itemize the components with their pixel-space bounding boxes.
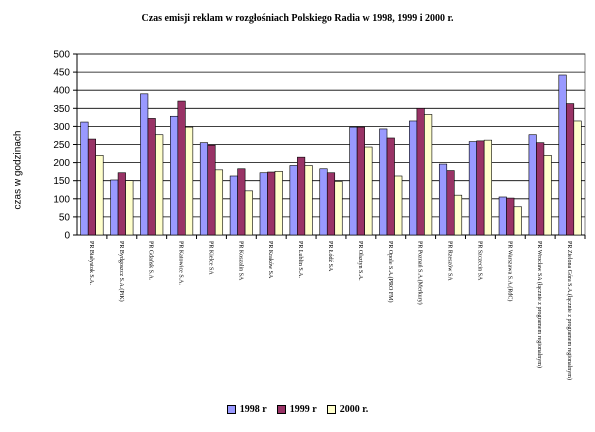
bar [476, 140, 485, 236]
y-tick-label: 0 [64, 231, 70, 242]
x-tick-label: PR Warszawa S.A.(RdC) [506, 241, 513, 301]
bar [140, 93, 149, 236]
x-tick-label: PR Kielce SA [207, 241, 213, 275]
bar [207, 144, 216, 236]
bar [289, 165, 298, 236]
x-tick-label: PR Bydgoszcz S.A.(PiK) [118, 241, 125, 302]
bar [229, 175, 238, 236]
bar [453, 194, 463, 236]
legend-label: 1998 r [239, 404, 267, 415]
bar [349, 126, 358, 236]
bar [177, 100, 186, 236]
y-tick-label: 350 [53, 104, 70, 115]
x-tick-label: PR Białystok S.A. [88, 241, 94, 286]
bar [297, 156, 306, 236]
bar [409, 120, 418, 236]
x-tick-label: PR Olsztyn S.A. [357, 241, 363, 281]
bar [558, 74, 567, 236]
bar [364, 146, 373, 236]
bar [155, 134, 164, 236]
bar [386, 137, 395, 236]
x-tick-label: PR Opole S.A.(PRO FM) [387, 241, 394, 303]
bar [87, 138, 96, 236]
bar [244, 190, 253, 236]
bar [237, 168, 246, 236]
bar [498, 196, 507, 236]
legend: 1998 r 1999 r 2000 r. [0, 404, 595, 415]
bar [185, 126, 194, 236]
bar [259, 172, 268, 236]
bar [334, 181, 343, 236]
x-tick-label: PR Poznań S.A.(Merkury) [417, 241, 424, 305]
x-tick-label: PR Katowice S.A. [178, 241, 184, 285]
y-tick-label: 500 [53, 50, 70, 61]
x-tick-label: PR Kraków SA [267, 241, 273, 279]
bar [199, 142, 209, 236]
y-tick-label: 450 [53, 68, 70, 79]
legend-label: 2000 r. [339, 404, 369, 415]
bar [274, 170, 283, 236]
legend-label: 1999 r [289, 404, 317, 415]
bar [267, 171, 276, 236]
y-tick-label: 200 [53, 158, 70, 169]
bar [117, 172, 126, 236]
x-tick-label: PR Lublin S.A. [297, 241, 303, 279]
bar [446, 170, 455, 236]
y-tick-label: 50 [59, 212, 71, 223]
bar [468, 141, 477, 236]
x-tick-label: PR Koszalin SA [237, 241, 243, 281]
bar [80, 121, 89, 236]
legend-swatch [326, 405, 336, 414]
bar [319, 168, 328, 236]
legend-item: 1998 r [226, 404, 267, 415]
bar [110, 179, 119, 236]
bar [513, 206, 522, 236]
bar [356, 126, 365, 236]
bar [528, 134, 537, 236]
bar [125, 180, 134, 236]
bar [304, 165, 313, 236]
y-tick-label: 250 [53, 140, 70, 151]
bar [214, 169, 224, 236]
x-tick-label: PR Łódź SA [327, 241, 333, 272]
x-tick-label: PR Gdańsk S.A. [148, 241, 154, 281]
y-tick-label: 400 [53, 86, 70, 97]
bar [483, 139, 492, 236]
bar [424, 114, 433, 236]
x-tick-label: PR Szczecin SA [476, 241, 482, 281]
bar [416, 108, 425, 236]
x-tick-label: PR Rzeszów SA [447, 241, 453, 281]
bar [543, 155, 552, 236]
bar [536, 142, 545, 236]
bar [573, 120, 582, 236]
x-tick-label: PR Zielona Góra S.A.(łącznie z programem… [566, 241, 573, 380]
y-tick-label: 300 [53, 122, 70, 133]
bar [438, 163, 448, 236]
legend-swatch [226, 405, 236, 414]
bar [326, 172, 336, 236]
bar [379, 128, 388, 236]
bar [170, 115, 179, 236]
legend-item: 1999 r [276, 404, 317, 415]
legend-swatch [276, 405, 286, 414]
bar-chart: 0 50 100 150 200 250 300 350 400 450 500 PR Białyst… [53, 50, 586, 380]
y-tick-label: 150 [53, 176, 70, 187]
legend-item: 2000 r. [326, 404, 369, 415]
bar [147, 118, 156, 236]
y-tick-label: 100 [53, 194, 70, 205]
bar [95, 155, 104, 236]
x-tick-label: PR Wrocław SA (łącznie z programem regio… [536, 241, 543, 368]
chart-title: Czas emisji reklam w rozgłośniach Polski… [141, 13, 454, 24]
bar [566, 103, 575, 236]
bar [394, 175, 403, 236]
bar [506, 197, 515, 236]
